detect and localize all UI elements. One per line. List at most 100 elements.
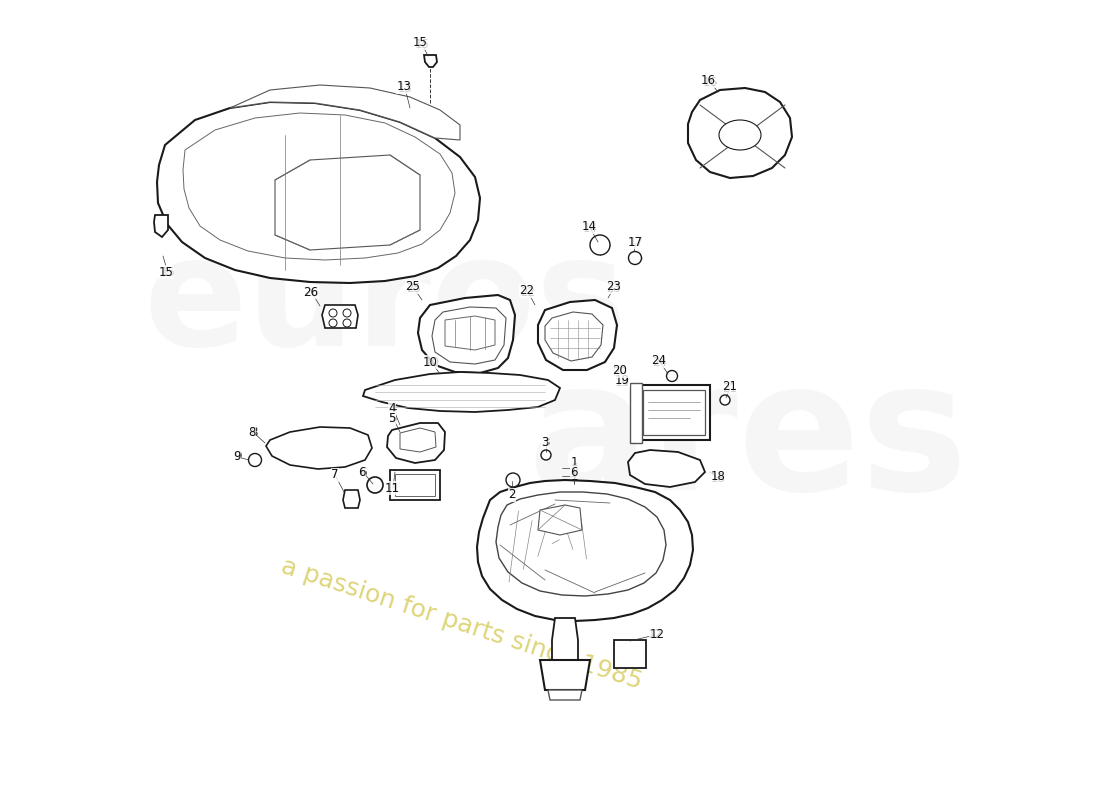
Polygon shape <box>496 492 666 596</box>
Text: 17: 17 <box>627 235 642 249</box>
Text: 2: 2 <box>508 489 516 502</box>
Text: 23: 23 <box>606 282 621 294</box>
Text: 1: 1 <box>570 470 578 482</box>
Polygon shape <box>540 660 590 690</box>
Text: 7: 7 <box>331 469 339 482</box>
Text: a passion for parts since 1985: a passion for parts since 1985 <box>278 554 646 694</box>
Text: 22: 22 <box>520 286 536 298</box>
Text: 2: 2 <box>508 489 516 502</box>
Ellipse shape <box>249 454 262 466</box>
Text: 13: 13 <box>397 81 411 94</box>
Bar <box>638 385 710 440</box>
Polygon shape <box>548 690 582 700</box>
Text: 9: 9 <box>233 450 241 463</box>
Polygon shape <box>477 480 693 621</box>
Bar <box>390 470 440 500</box>
Text: 17: 17 <box>628 237 643 250</box>
Text: 21: 21 <box>723 381 737 394</box>
Text: 4: 4 <box>388 402 396 414</box>
Polygon shape <box>363 372 560 412</box>
Text: 23: 23 <box>606 281 621 294</box>
Text: 15: 15 <box>161 266 175 279</box>
Polygon shape <box>183 113 455 260</box>
Text: 6: 6 <box>570 466 578 478</box>
Polygon shape <box>322 305 358 328</box>
Ellipse shape <box>329 319 337 327</box>
Bar <box>644 390 705 435</box>
Ellipse shape <box>367 477 383 493</box>
Polygon shape <box>230 85 460 140</box>
Ellipse shape <box>720 395 730 405</box>
Text: 4: 4 <box>389 402 397 414</box>
Polygon shape <box>266 427 372 469</box>
Text: 10: 10 <box>422 355 438 369</box>
Text: 19: 19 <box>615 374 629 387</box>
Text: 15: 15 <box>412 37 428 50</box>
Text: 12: 12 <box>649 629 664 642</box>
Text: 5: 5 <box>388 411 396 425</box>
Ellipse shape <box>667 370 678 382</box>
Text: 6: 6 <box>570 462 578 474</box>
Text: 25: 25 <box>407 282 421 294</box>
Polygon shape <box>552 618 578 660</box>
Text: 11: 11 <box>385 482 399 494</box>
Polygon shape <box>446 316 495 350</box>
Ellipse shape <box>719 120 761 150</box>
Text: 21: 21 <box>723 382 737 394</box>
Text: 14: 14 <box>583 222 597 234</box>
Text: 1: 1 <box>570 455 578 469</box>
Ellipse shape <box>506 473 520 487</box>
Text: 19: 19 <box>615 375 629 389</box>
Text: 8: 8 <box>249 426 255 438</box>
Text: 16: 16 <box>701 74 715 87</box>
Text: 11: 11 <box>385 482 400 494</box>
Ellipse shape <box>329 309 337 317</box>
Text: 20: 20 <box>613 366 627 378</box>
Polygon shape <box>154 215 168 237</box>
Polygon shape <box>424 55 437 67</box>
Text: 18: 18 <box>711 470 725 483</box>
Text: 15: 15 <box>158 266 174 278</box>
Text: 20: 20 <box>613 365 627 378</box>
Ellipse shape <box>590 235 610 255</box>
Text: 22: 22 <box>519 285 535 298</box>
Polygon shape <box>538 300 617 370</box>
Text: 26: 26 <box>304 286 319 298</box>
Text: ares: ares <box>528 352 968 528</box>
Polygon shape <box>544 312 603 361</box>
Polygon shape <box>418 295 515 373</box>
Text: 16: 16 <box>703 75 717 89</box>
Ellipse shape <box>343 319 351 327</box>
Text: 15: 15 <box>415 38 429 50</box>
Polygon shape <box>628 450 705 487</box>
Bar <box>614 640 646 668</box>
Ellipse shape <box>343 309 351 317</box>
Polygon shape <box>432 307 506 364</box>
Text: 9: 9 <box>234 450 242 463</box>
Ellipse shape <box>628 251 641 265</box>
Text: 26: 26 <box>305 286 319 299</box>
Ellipse shape <box>541 450 551 460</box>
Text: 25: 25 <box>406 281 420 294</box>
Text: 7: 7 <box>331 469 339 482</box>
Polygon shape <box>343 490 360 508</box>
Text: 3: 3 <box>542 435 550 449</box>
Polygon shape <box>400 428 436 452</box>
Text: 14: 14 <box>582 221 596 234</box>
Text: 24: 24 <box>652 355 668 369</box>
Text: 10: 10 <box>425 357 439 370</box>
Polygon shape <box>538 505 582 535</box>
Polygon shape <box>275 155 420 250</box>
Text: 8: 8 <box>251 426 257 439</box>
Text: 24: 24 <box>651 354 667 367</box>
Text: 6: 6 <box>360 466 366 478</box>
Bar <box>395 474 434 496</box>
Bar <box>630 383 642 443</box>
Text: 12: 12 <box>648 629 662 642</box>
Text: euros: euros <box>143 230 627 378</box>
Text: 6: 6 <box>359 466 365 478</box>
Text: 5: 5 <box>389 411 397 425</box>
Polygon shape <box>688 88 792 178</box>
Text: 3: 3 <box>541 435 549 449</box>
Text: 18: 18 <box>711 471 725 485</box>
